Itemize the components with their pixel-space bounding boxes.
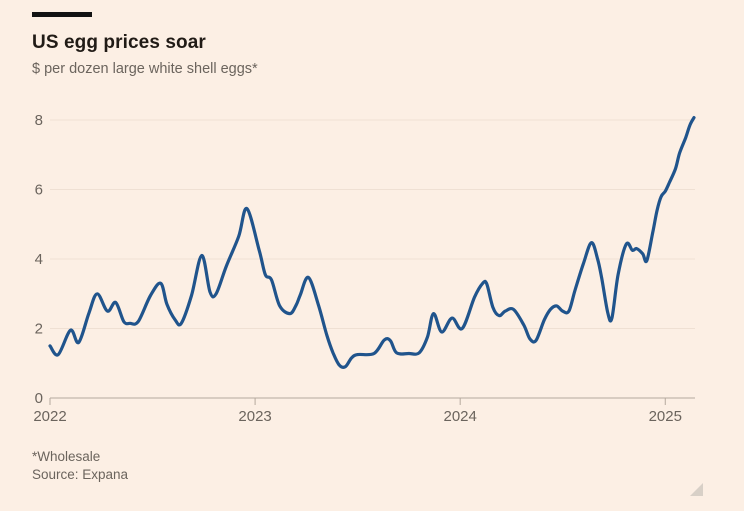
y-tick-label: 4	[35, 251, 43, 268]
y-tick-label: 0	[35, 390, 43, 407]
chart-subtitle: $ per dozen large white shell eggs*	[32, 61, 258, 77]
x-tick-label: 2022	[33, 408, 66, 425]
resize-handle-icon[interactable]	[690, 483, 703, 496]
footnote-wholesale: *Wholesale	[32, 449, 101, 464]
title-rule	[32, 12, 92, 17]
price-line	[48, 116, 696, 369]
x-tick-label: 2024	[443, 408, 476, 425]
x-tick-label: 2025	[649, 408, 682, 425]
footnote: *Wholesale Source: Expana	[32, 448, 128, 484]
x-tick-label: 2023	[238, 408, 271, 425]
footnote-source: Source: Expana	[32, 467, 129, 482]
chart-title: US egg prices soar	[32, 32, 206, 53]
y-tick-label: 6	[35, 182, 43, 199]
y-tick-label: 2	[35, 321, 43, 338]
y-tick-label: 8	[35, 112, 43, 129]
